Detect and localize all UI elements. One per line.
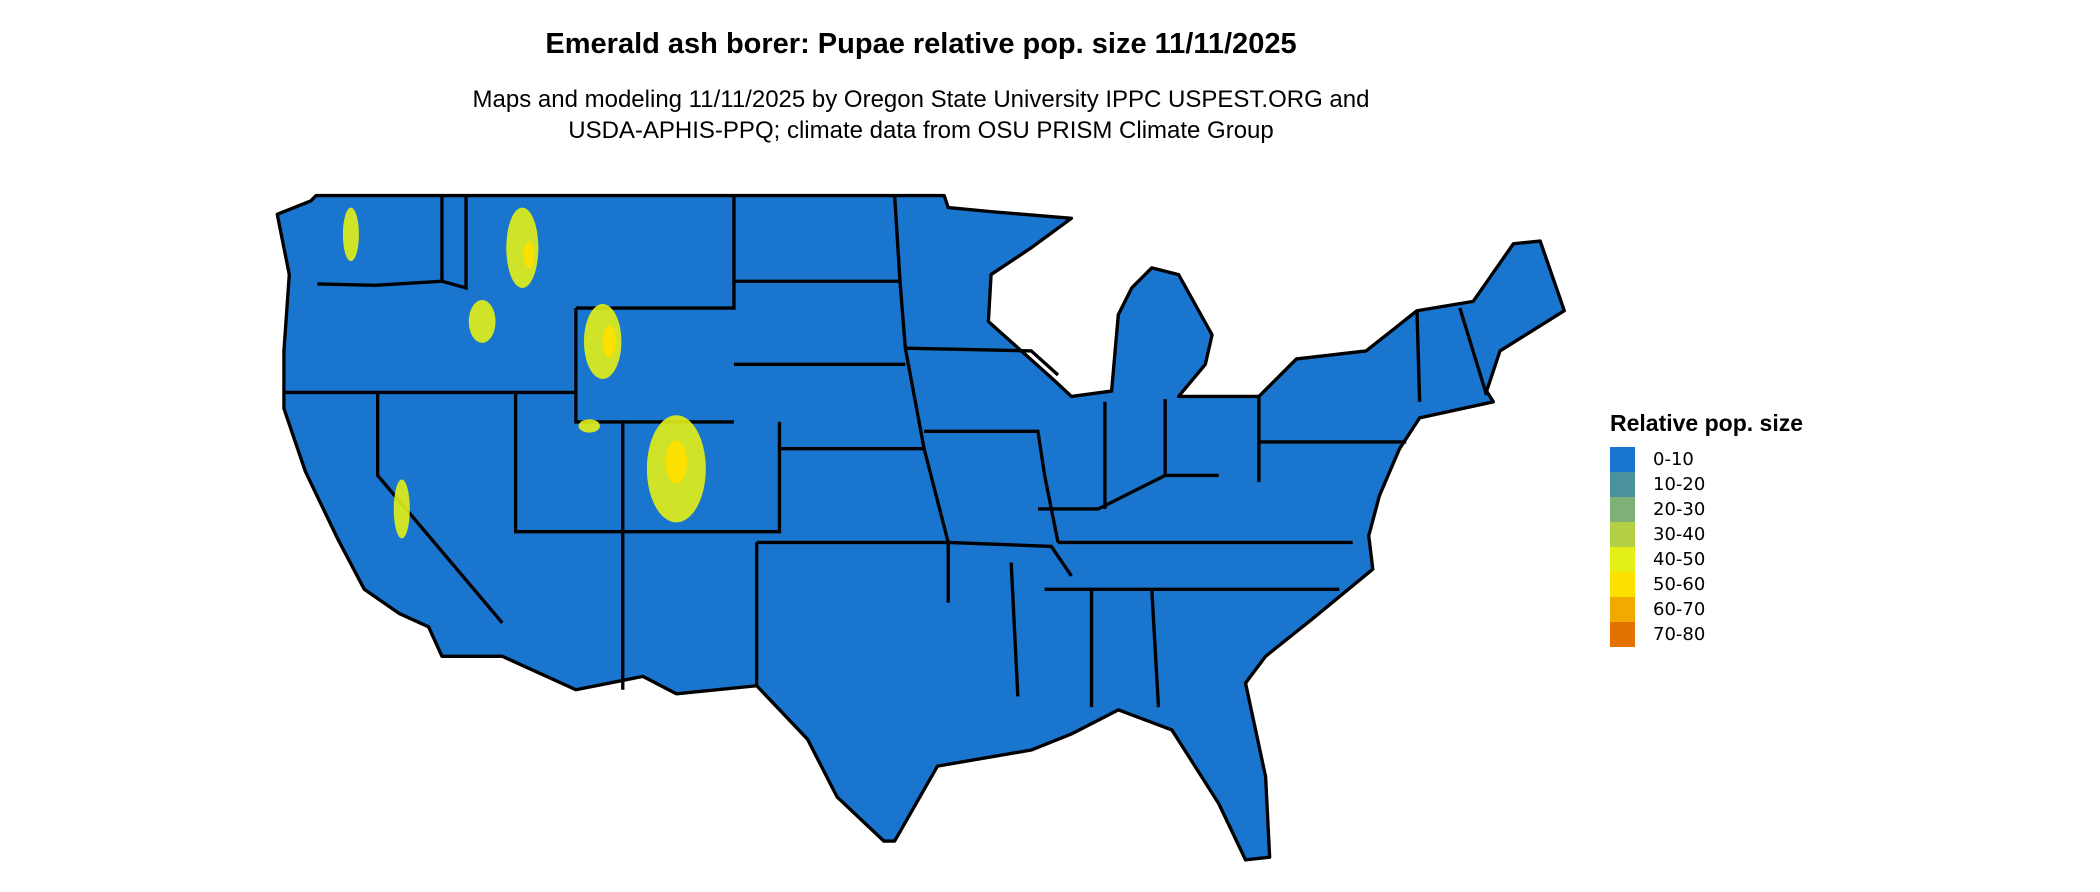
legend-label: 40-50 (1653, 549, 1706, 570)
legend-item: 50-60 (1610, 572, 1803, 597)
legend-title: Relative pop. size (1610, 410, 1804, 436)
legend-label: 10-20 (1653, 474, 1706, 495)
legend-item: 70-80 (1610, 622, 1803, 647)
legend-item: 0-10 (1610, 447, 1803, 472)
legend-swatch (1610, 522, 1635, 547)
us-land-mass (275, 193, 1566, 862)
legend-label: 70-80 (1653, 624, 1706, 645)
state-borders (285, 195, 1489, 708)
legend-item: 40-50 (1610, 547, 1803, 572)
legend-swatch (1610, 622, 1635, 647)
legend-swatch (1610, 497, 1635, 522)
legend-swatch (1610, 572, 1635, 597)
legend-item: 30-40 (1610, 522, 1803, 547)
legend: Relative pop. size 0-10 10-20 20-30 30-40 40… (1610, 410, 1803, 647)
legend-label: 50-60 (1653, 574, 1706, 595)
legend-label: 0-10 (1653, 449, 1694, 470)
legend-item: 10-20 (1610, 472, 1803, 497)
legend-item: 20-30 (1610, 497, 1803, 522)
legend-label: 30-40 (1653, 524, 1706, 545)
legend-swatch (1610, 547, 1635, 572)
subtitle-line-1: Maps and modeling 11/11/2025 by Oregon S… (472, 86, 1370, 113)
high-population-areas-orange (523, 241, 688, 484)
legend-swatch (1610, 472, 1635, 497)
map-subtitle: Maps and modeling 11/11/2025 by Oregon S… (0, 84, 1842, 146)
subtitle-line-2: USDA-APHIS-PPQ; climate data from OSU PR… (568, 117, 1274, 144)
legend-item: 60-70 (1610, 597, 1803, 622)
legend-swatch (1610, 597, 1635, 622)
legend-swatch (1610, 447, 1635, 472)
legend-label: 60-70 (1653, 599, 1706, 620)
map-title: Emerald ash borer: Pupae relative pop. s… (545, 28, 1297, 60)
legend-label: 20-30 (1653, 499, 1706, 520)
